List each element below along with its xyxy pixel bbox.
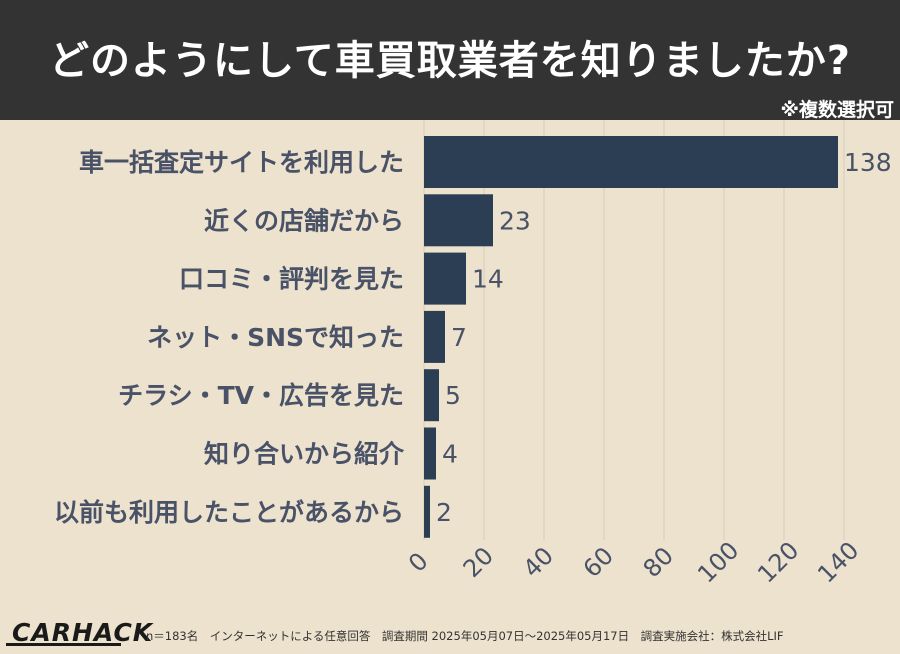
bar-6 <box>424 485 430 538</box>
x-tick-label-80: 80 <box>638 542 679 583</box>
header-bar: どのようにして車買取業者を知りましたか? ※複数選択可 <box>0 0 900 121</box>
survey-footnote: n＝183名 インターネットによる任意回答 調査期間 2025年05月07日～2… <box>146 629 784 643</box>
category-label-6: 以前も利用したことがあるから <box>54 498 404 527</box>
value-label-4: 5 <box>445 381 461 410</box>
bar-2 <box>424 252 466 305</box>
x-tick-label-140: 140 <box>812 536 864 588</box>
page-title: どのようにして車買取業者を知りましたか? <box>48 38 851 84</box>
value-label-1: 23 <box>499 206 531 235</box>
x-tick-label-120: 120 <box>752 536 804 588</box>
category-label-3: ネット・SNSで知った <box>147 323 404 352</box>
bar-1 <box>424 194 493 247</box>
bar-5 <box>424 427 436 480</box>
logo-underline <box>6 643 121 646</box>
category-label-0: 車一括査定サイトを利用した <box>79 148 404 177</box>
x-tick-label-20: 20 <box>458 542 499 583</box>
brand-logo: CARHACK <box>12 618 154 647</box>
value-label-0: 138 <box>844 148 892 177</box>
value-label-6: 2 <box>436 498 452 527</box>
x-tick-label-40: 40 <box>518 542 559 583</box>
footer: CARHACK n＝183名 インターネットによる任意回答 調査期間 2025年… <box>0 612 900 654</box>
x-tick-label-0: 0 <box>403 547 434 578</box>
x-tick-label-60: 60 <box>578 542 619 583</box>
value-label-3: 7 <box>451 323 467 352</box>
category-label-2: 口コミ・評判を見た <box>179 265 404 294</box>
value-label-2: 14 <box>472 265 504 294</box>
multiple-choice-note: ※複数選択可 <box>780 99 894 121</box>
bar-0 <box>424 136 838 188</box>
category-label-4: チラシ・TV・広告を見た <box>118 381 404 410</box>
category-label-1: 近くの店舗だから <box>204 206 404 235</box>
bar-4 <box>424 369 439 422</box>
bar-3 <box>424 310 445 363</box>
bar-chart: 車一括査定サイトを利用した 138 近くの店舗だから 23 口コミ・評判を見た 14 ネット… <box>54 120 892 588</box>
value-label-5: 4 <box>442 440 458 469</box>
x-tick-label-100: 100 <box>692 536 744 588</box>
category-label-5: 知り合いから紹介 <box>204 440 405 469</box>
